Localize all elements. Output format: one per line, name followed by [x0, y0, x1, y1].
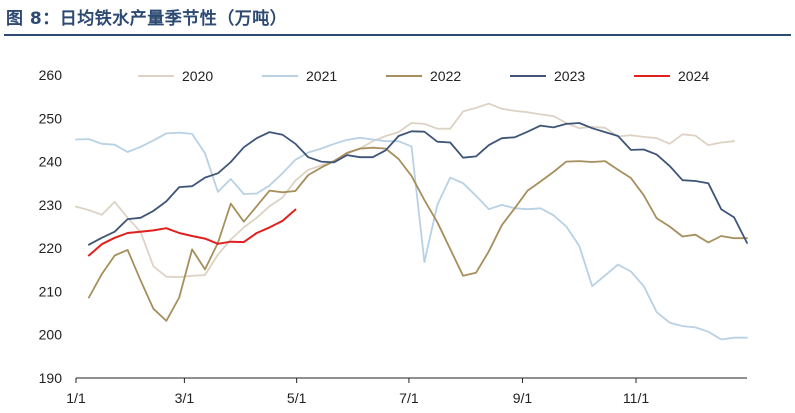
y-tick-label: 230 — [39, 197, 63, 213]
series-line-2023 — [88, 122, 748, 246]
x-tick-label: 9/1 — [513, 390, 533, 406]
series-line-2022 — [88, 146, 748, 322]
y-tick-label: 240 — [39, 154, 63, 170]
y-tick-label: 250 — [39, 110, 63, 126]
series-line-2024 — [87, 208, 297, 257]
legend: 2020 2021 2022 2023 2024 — [138, 68, 709, 84]
x-tick-label: 7/1 — [399, 390, 419, 406]
title-divider — [4, 34, 791, 36]
series-line-2020 — [75, 102, 735, 279]
x-tick-label: 11/1 — [623, 390, 649, 406]
legend-label-2023: 2023 — [554, 68, 585, 84]
y-tick-label: 190 — [39, 370, 63, 386]
y-tick-label: 260 — [39, 67, 63, 83]
legend-label-2020: 2020 — [182, 68, 213, 84]
y-tick-label: 200 — [39, 327, 63, 343]
figure-title: 图 8：日均铁水产量季节性（万吨） — [6, 9, 288, 29]
legend-label-2024: 2024 — [678, 68, 709, 84]
x-tick-label: 3/1 — [175, 390, 195, 406]
axis-layer: 190 200 210 220 230 240 250 260 1/1 3/1 5/1 7/1 9/1 1… — [39, 67, 747, 406]
series-line-2021 — [75, 131, 748, 341]
series-layer — [75, 102, 748, 341]
y-tick-label: 210 — [39, 283, 63, 299]
legend-label-2021: 2021 — [306, 68, 337, 84]
x-tick-label: 1/1 — [66, 390, 86, 406]
legend-label-2022: 2022 — [430, 68, 461, 84]
y-tick-label: 220 — [39, 240, 63, 256]
x-tick-label: 5/1 — [287, 390, 307, 406]
